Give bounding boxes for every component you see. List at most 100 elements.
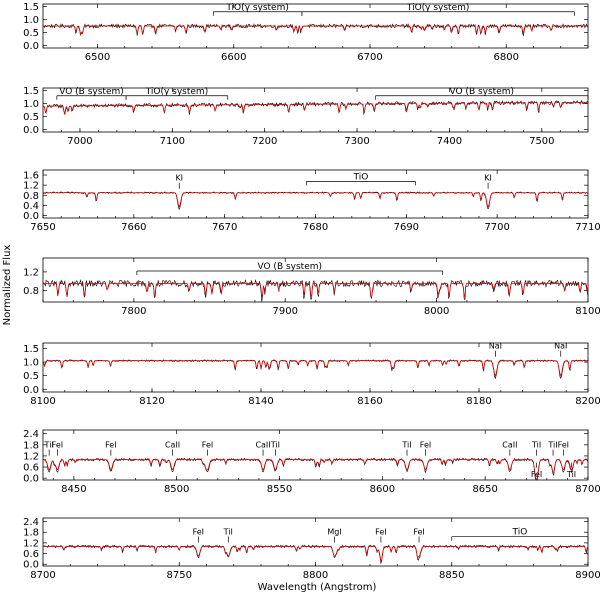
- x-tick-label: 8650: [472, 484, 497, 495]
- plot-frame: [42, 517, 589, 567]
- y-tick-label: 0.8: [23, 286, 39, 297]
- x-tick-label: 6500: [85, 52, 110, 63]
- x-tick-label: 7690: [394, 222, 419, 233]
- x-tick-label: 8700: [30, 570, 55, 581]
- x-tick-label: 8550: [267, 484, 292, 495]
- observed-spectrum-line: [42, 99, 589, 116]
- line-label: FeI: [531, 470, 542, 479]
- band-label: VO (B system): [257, 262, 322, 272]
- plot-frame: [42, 87, 589, 133]
- x-tick-label: 6800: [494, 52, 519, 63]
- plot-frame: [42, 169, 589, 219]
- x-tick-label: 7500: [529, 136, 554, 147]
- x-tick-label: 8100: [30, 396, 55, 407]
- line-label: CaII: [502, 441, 517, 450]
- line-label: TiI: [44, 441, 54, 450]
- band-label: TiO: [353, 172, 369, 182]
- x-tick-label: 8750: [167, 570, 192, 581]
- x-axis-label: Wavelength (Angstrom): [258, 582, 377, 593]
- y-tick-label: 0.0: [23, 125, 39, 136]
- line-label: FeI: [375, 527, 386, 536]
- line-label: MgI: [327, 527, 341, 536]
- x-tick-label: 7200: [252, 136, 277, 147]
- line-label: CaII: [255, 441, 270, 450]
- y-tick-label: 1.0: [23, 358, 39, 369]
- x-tick-label: 7300: [344, 136, 369, 147]
- line-label: CaII: [165, 441, 180, 450]
- line-label: TiI: [566, 470, 576, 479]
- line-label: TiI: [401, 441, 411, 450]
- panel-7: 8700 8750 8800 8850 8900 0.00.61.21.82.4 TiO Fe…: [23, 517, 600, 581]
- y-tick-label: 0.6: [23, 549, 39, 560]
- line-label: FeI: [420, 441, 431, 450]
- line-label: FeI: [413, 527, 424, 536]
- y-tick-label: 1.2: [23, 538, 39, 549]
- band-label: TiO(γ system): [406, 3, 470, 13]
- y-tick-label: 1.8: [23, 528, 39, 539]
- band-label: TiO(γ system): [225, 3, 289, 13]
- line-label: TiI: [223, 527, 233, 536]
- y-tick-label: 1.2: [23, 181, 39, 192]
- y-tick-label: 1.5: [23, 344, 39, 355]
- y-tick-label: 0.0: [23, 385, 39, 396]
- line-label: KI: [175, 174, 183, 183]
- band-label: TiO: [511, 528, 527, 538]
- band-label: VO (B system): [449, 87, 514, 97]
- x-tick-label: 7710: [575, 222, 600, 233]
- y-tick-label: 1.5: [23, 86, 39, 97]
- panel-3: 7650 7660 7670 7680 7690 7700 7710 0.00.40.81.2…: [23, 169, 600, 233]
- panel-4: 7800 7900 8000 8100 0.8 1.2 VO (B system): [23, 257, 600, 317]
- x-tick-label: 8000: [424, 306, 449, 317]
- model-spectrum-line: [43, 546, 589, 562]
- x-tick-label: 7400: [437, 136, 462, 147]
- line-label: FeI: [202, 441, 213, 450]
- y-tick-label: 0.6: [23, 463, 39, 474]
- line-label: NaI: [554, 342, 567, 351]
- line-label: TiI: [270, 441, 280, 450]
- y-tick-label: 0.0: [23, 41, 39, 52]
- line-label: FeI: [105, 441, 116, 450]
- x-tick-label: 7800: [121, 306, 146, 317]
- model-spectrum-line: [42, 101, 588, 116]
- x-tick-label: 8160: [357, 396, 382, 407]
- x-tick-label: 6600: [221, 52, 246, 63]
- y-tick-label: 1.2: [23, 267, 39, 278]
- x-tick-label: 8850: [439, 570, 464, 581]
- x-tick-label: 7650: [30, 222, 55, 233]
- panel-1: 6500 6600 6700 6800 0.0 0.5 1.0 1.5 TiO(γ system…: [23, 2, 589, 63]
- y-tick-label: 1.2: [23, 451, 39, 462]
- line-label: FeI: [193, 527, 204, 536]
- observed-spectrum-line: [42, 457, 589, 481]
- x-tick-label: 8800: [303, 570, 328, 581]
- x-tick-label: 7660: [121, 222, 146, 233]
- line-label: TiI: [531, 441, 541, 450]
- y-tick-label: 0.5: [23, 28, 39, 39]
- model-spectrum-line: [43, 283, 589, 298]
- line-label: FeI: [558, 441, 569, 450]
- x-tick-label: 7670: [212, 222, 237, 233]
- line-label: KI: [484, 174, 492, 183]
- y-tick-label: 1.8: [23, 440, 39, 451]
- model-spectrum-line: [43, 25, 588, 36]
- observed-spectrum-line: [42, 279, 589, 303]
- y-tick-label: 2.4: [23, 517, 39, 528]
- x-tick-label: 8200: [575, 396, 600, 407]
- y-tick-label: 0.0: [23, 560, 39, 571]
- x-tick-label: 7680: [303, 222, 328, 233]
- x-tick-label: 8120: [139, 396, 164, 407]
- observed-spectrum-line: [42, 191, 589, 211]
- y-tick-label: 0.0: [23, 474, 39, 485]
- y-tick-label: 0.8: [23, 191, 39, 202]
- x-tick-label: 8100: [575, 306, 600, 317]
- band-label: TiO(γ system): [145, 87, 209, 97]
- y-axis-label: Normalized Flux: [2, 245, 13, 326]
- x-tick-label: 8600: [370, 484, 395, 495]
- x-tick-label: 8180: [466, 396, 491, 407]
- x-tick-label: 8700: [575, 484, 600, 495]
- panel-2: 7000 7100 7200 7300 7400 7500 0.0 0.5 1.0 1.5 VO (…: [23, 86, 589, 147]
- x-tick-label: 8500: [164, 484, 189, 495]
- y-tick-label: 0.5: [23, 371, 39, 382]
- x-tick-label: 7900: [272, 306, 297, 317]
- model-spectrum-line: [42, 459, 588, 482]
